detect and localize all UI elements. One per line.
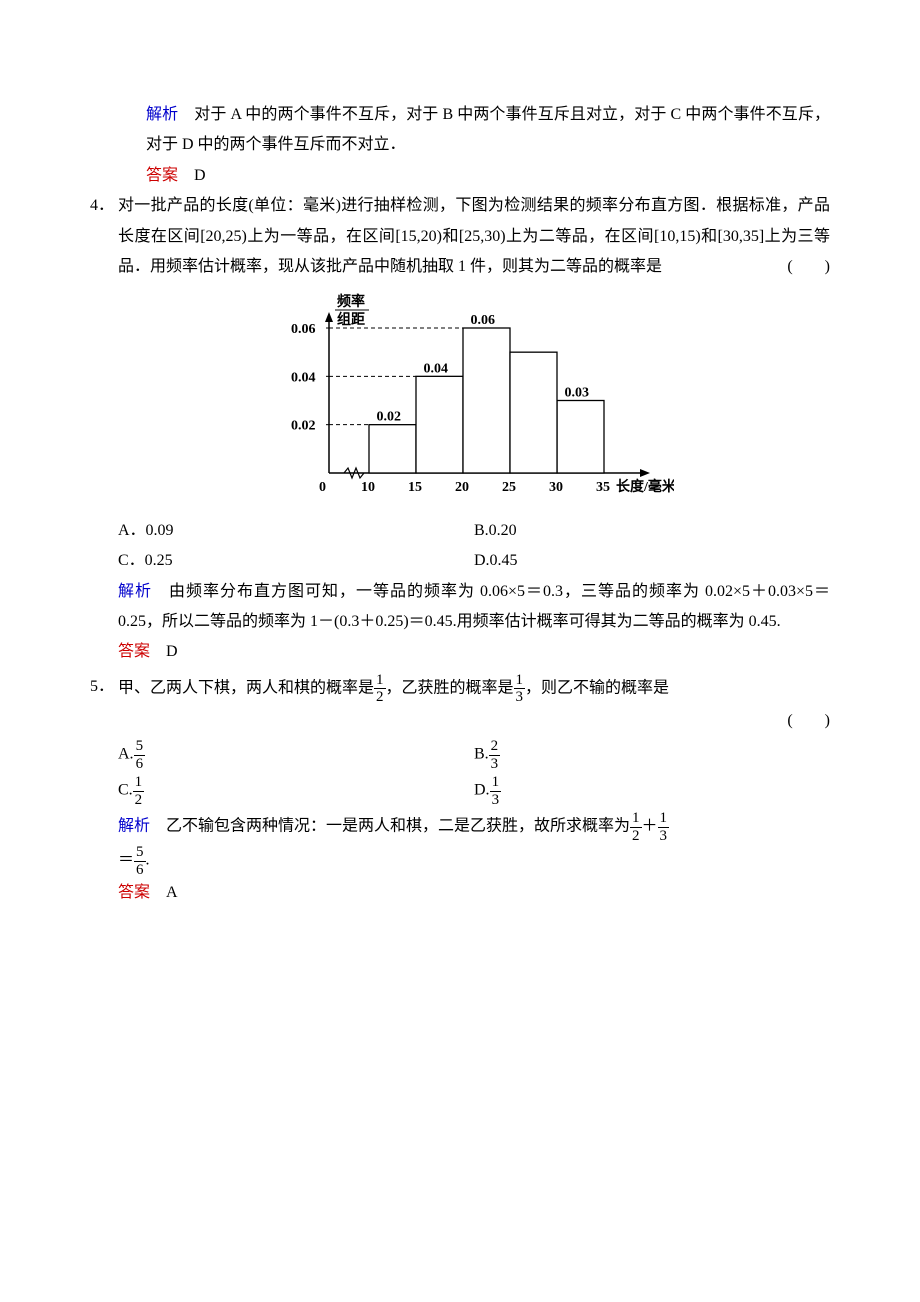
- q5-daan-value: A: [150, 884, 178, 901]
- q5-number: 5．: [90, 672, 118, 909]
- q4-answer: 答案 D: [118, 637, 830, 667]
- q4-options: A．0.09 B.0.20: [118, 516, 830, 546]
- svg-text:35: 35: [596, 480, 610, 495]
- q5-opts-1: A.56 B.23: [118, 738, 830, 772]
- svg-text:20: 20: [455, 480, 469, 495]
- q4-opt-A: A．0.09: [118, 516, 474, 546]
- q3-answer: 答案 D: [146, 161, 830, 191]
- svg-text:0.04: 0.04: [291, 371, 316, 386]
- q5-jiexi-line2: ＝56.: [118, 844, 830, 878]
- q5-paren-row: ( ): [118, 706, 830, 736]
- q5-dot: .: [146, 852, 150, 869]
- svg-text:频率: 频率: [337, 293, 365, 310]
- q3-jiexi-text: 对于 A 中的两个事件不互斥，对于 B 中两个事件互斥且对立，对于 C 中两个事…: [146, 106, 830, 153]
- q5-jiexi: 解析 乙不输包含两种情况：一是两人和棋，二是乙获胜，故所求概率为12＋13: [118, 810, 830, 844]
- q4-opt-C: C．0.25: [118, 546, 474, 576]
- q5-opt-D: D.13: [474, 774, 830, 808]
- svg-text:10: 10: [361, 480, 375, 495]
- svg-text:30: 30: [549, 480, 563, 495]
- q4-chart: 频率组距长度/毫米 0.02 0.04 0.06 0.02 0.04 0.06 0.03 0 10…: [118, 288, 830, 509]
- svg-text:25: 25: [502, 480, 516, 495]
- q5-stem-c: ，则乙不输的概率是: [525, 679, 669, 696]
- svg-text:0.04: 0.04: [424, 362, 449, 377]
- q5-stem: 甲、乙两人下棋，两人和棋的概率是12，乙获胜的概率是13，则乙不输的概率是: [118, 672, 830, 706]
- q4-stem-row: 对一批产品的长度(单位：毫米)进行抽样检测，下图为检测结果的频率分布直方图．根据…: [118, 191, 830, 282]
- daan-label: 答案: [118, 643, 150, 660]
- jiexi-label: 解析: [118, 583, 152, 600]
- q5-opt-C: C.12: [118, 774, 474, 808]
- q4-daan-value: D: [150, 643, 178, 660]
- q4-options-2: C．0.25 D.0.45: [118, 546, 830, 576]
- daan-label: 答案: [118, 884, 150, 901]
- q3-jiexi: 解析 对于 A 中的两个事件不互斥，对于 B 中两个事件互斥且对立，对于 C 中…: [146, 100, 830, 161]
- q4-jiexi-text: 由频率分布直方图可知，一等品的频率为 0.06×5＝0.3，三等品的频率为 0.…: [118, 583, 830, 630]
- q5-stem-a: 甲、乙两人下棋，两人和棋的概率是: [118, 679, 374, 696]
- q5-eq: ＝: [118, 852, 134, 869]
- daan-label: 答案: [146, 167, 178, 184]
- jiexi-label: 解析: [146, 106, 178, 123]
- q5: 5． 甲、乙两人下棋，两人和棋的概率是12，乙获胜的概率是13，则乙不输的概率是…: [90, 672, 830, 909]
- q5-answer: 答案 A: [118, 878, 830, 908]
- svg-text:15: 15: [408, 480, 422, 495]
- q4-opt-B: B.0.20: [474, 516, 830, 546]
- q4-number: 4．: [90, 191, 118, 668]
- q4-jiexi: 解析 由频率分布直方图可知，一等品的频率为 0.06×5＝0.3，三等品的频率为…: [118, 577, 830, 638]
- svg-text:0.06: 0.06: [291, 322, 316, 337]
- q4: 4． 对一批产品的长度(单位：毫米)进行抽样检测，下图为检测结果的频率分布直方图…: [90, 191, 830, 668]
- histogram-svg: 频率组距长度/毫米 0.02 0.04 0.06 0.02 0.04 0.06 0.03 0 10…: [274, 288, 674, 498]
- svg-text:0.02: 0.02: [377, 410, 402, 425]
- q3-explanation-block: 解析 对于 A 中的两个事件不互斥，对于 B 中两个事件互斥且对立，对于 C 中…: [146, 100, 830, 191]
- q4-opt-D: D.0.45: [474, 546, 830, 576]
- q5-opts-2: C.12 D.13: [118, 774, 830, 808]
- svg-text:长度/毫米: 长度/毫米: [616, 478, 674, 495]
- jiexi-label: 解析: [118, 818, 150, 835]
- q5-plus: ＋: [642, 818, 658, 835]
- svg-text:组距: 组距: [337, 311, 365, 328]
- q5-opt-A: A.56: [118, 738, 474, 772]
- q3-daan-value: D: [178, 167, 206, 184]
- q5-opt-B: B.23: [474, 738, 830, 772]
- q5-stem-b: ，乙获胜的概率是: [386, 679, 514, 696]
- q5-paren: ( ): [787, 712, 830, 729]
- svg-text:0: 0: [319, 480, 326, 495]
- svg-text:0.03: 0.03: [565, 386, 590, 401]
- frac-third: 13: [514, 672, 526, 706]
- q4-paren: ( ): [787, 252, 830, 282]
- q5-jiexi-a: 乙不输包含两种情况：一是两人和棋，二是乙获胜，故所求概率为: [150, 818, 630, 835]
- frac-half: 12: [374, 672, 386, 706]
- q4-stem: 对一批产品的长度(单位：毫米)进行抽样检测，下图为检测结果的频率分布直方图．根据…: [118, 197, 830, 275]
- svg-text:0.02: 0.02: [291, 419, 316, 434]
- svg-text:0.06: 0.06: [471, 313, 496, 328]
